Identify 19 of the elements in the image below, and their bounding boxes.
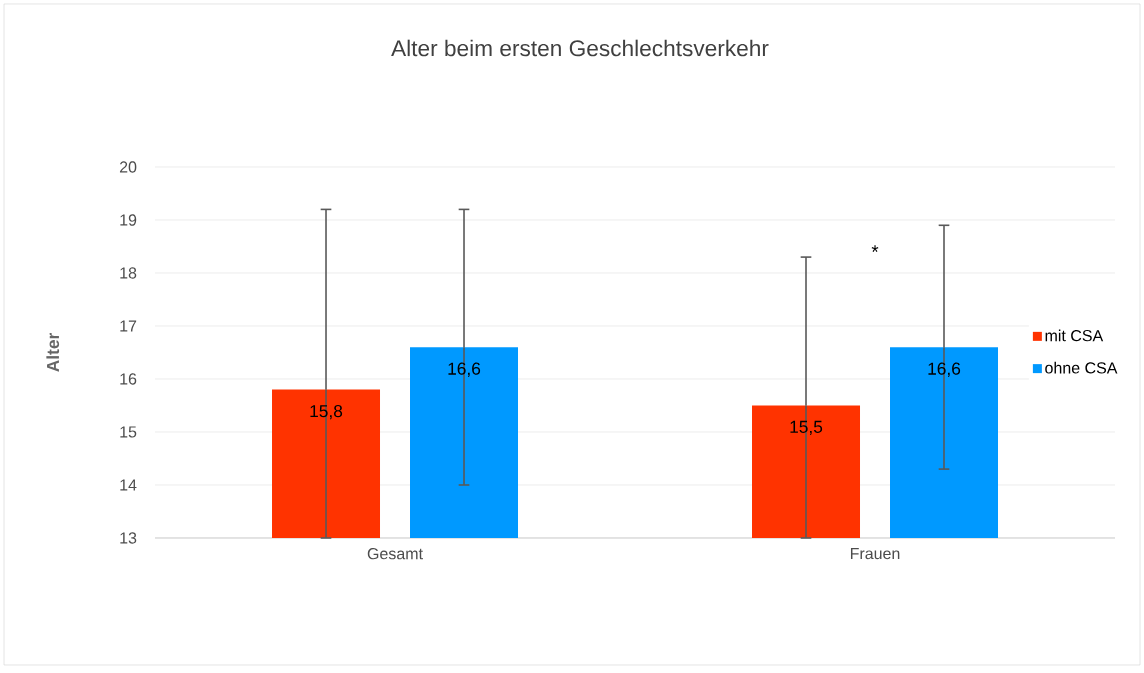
y-tick-label: 15 xyxy=(120,426,137,438)
chart-title: Alter beim ersten Geschlechtsverkehr xyxy=(391,39,769,57)
data-label: 15,8 xyxy=(310,404,343,420)
y-tick-label: 19 xyxy=(120,214,137,226)
y-axis-title: Alter xyxy=(46,333,60,372)
y-tick-label: 18 xyxy=(120,267,137,279)
y-tick-label: 14 xyxy=(120,479,137,491)
annotation: * xyxy=(871,245,879,252)
data-label: 15,5 xyxy=(790,420,823,436)
y-tick-label: 17 xyxy=(120,320,137,332)
y-tick-label: 13 xyxy=(120,532,137,544)
y-tick-label: 16 xyxy=(120,373,137,385)
y-tick-label: 20 xyxy=(119,161,137,173)
legend-label: mit CSA xyxy=(1045,329,1104,342)
x-tick-label: Gesamt xyxy=(367,548,423,560)
x-tick-label: Frauen xyxy=(850,548,900,560)
legend-label: ohne CSA xyxy=(1045,361,1118,374)
data-label: 16,6 xyxy=(448,362,481,377)
data-label: 16,6 xyxy=(928,362,961,377)
